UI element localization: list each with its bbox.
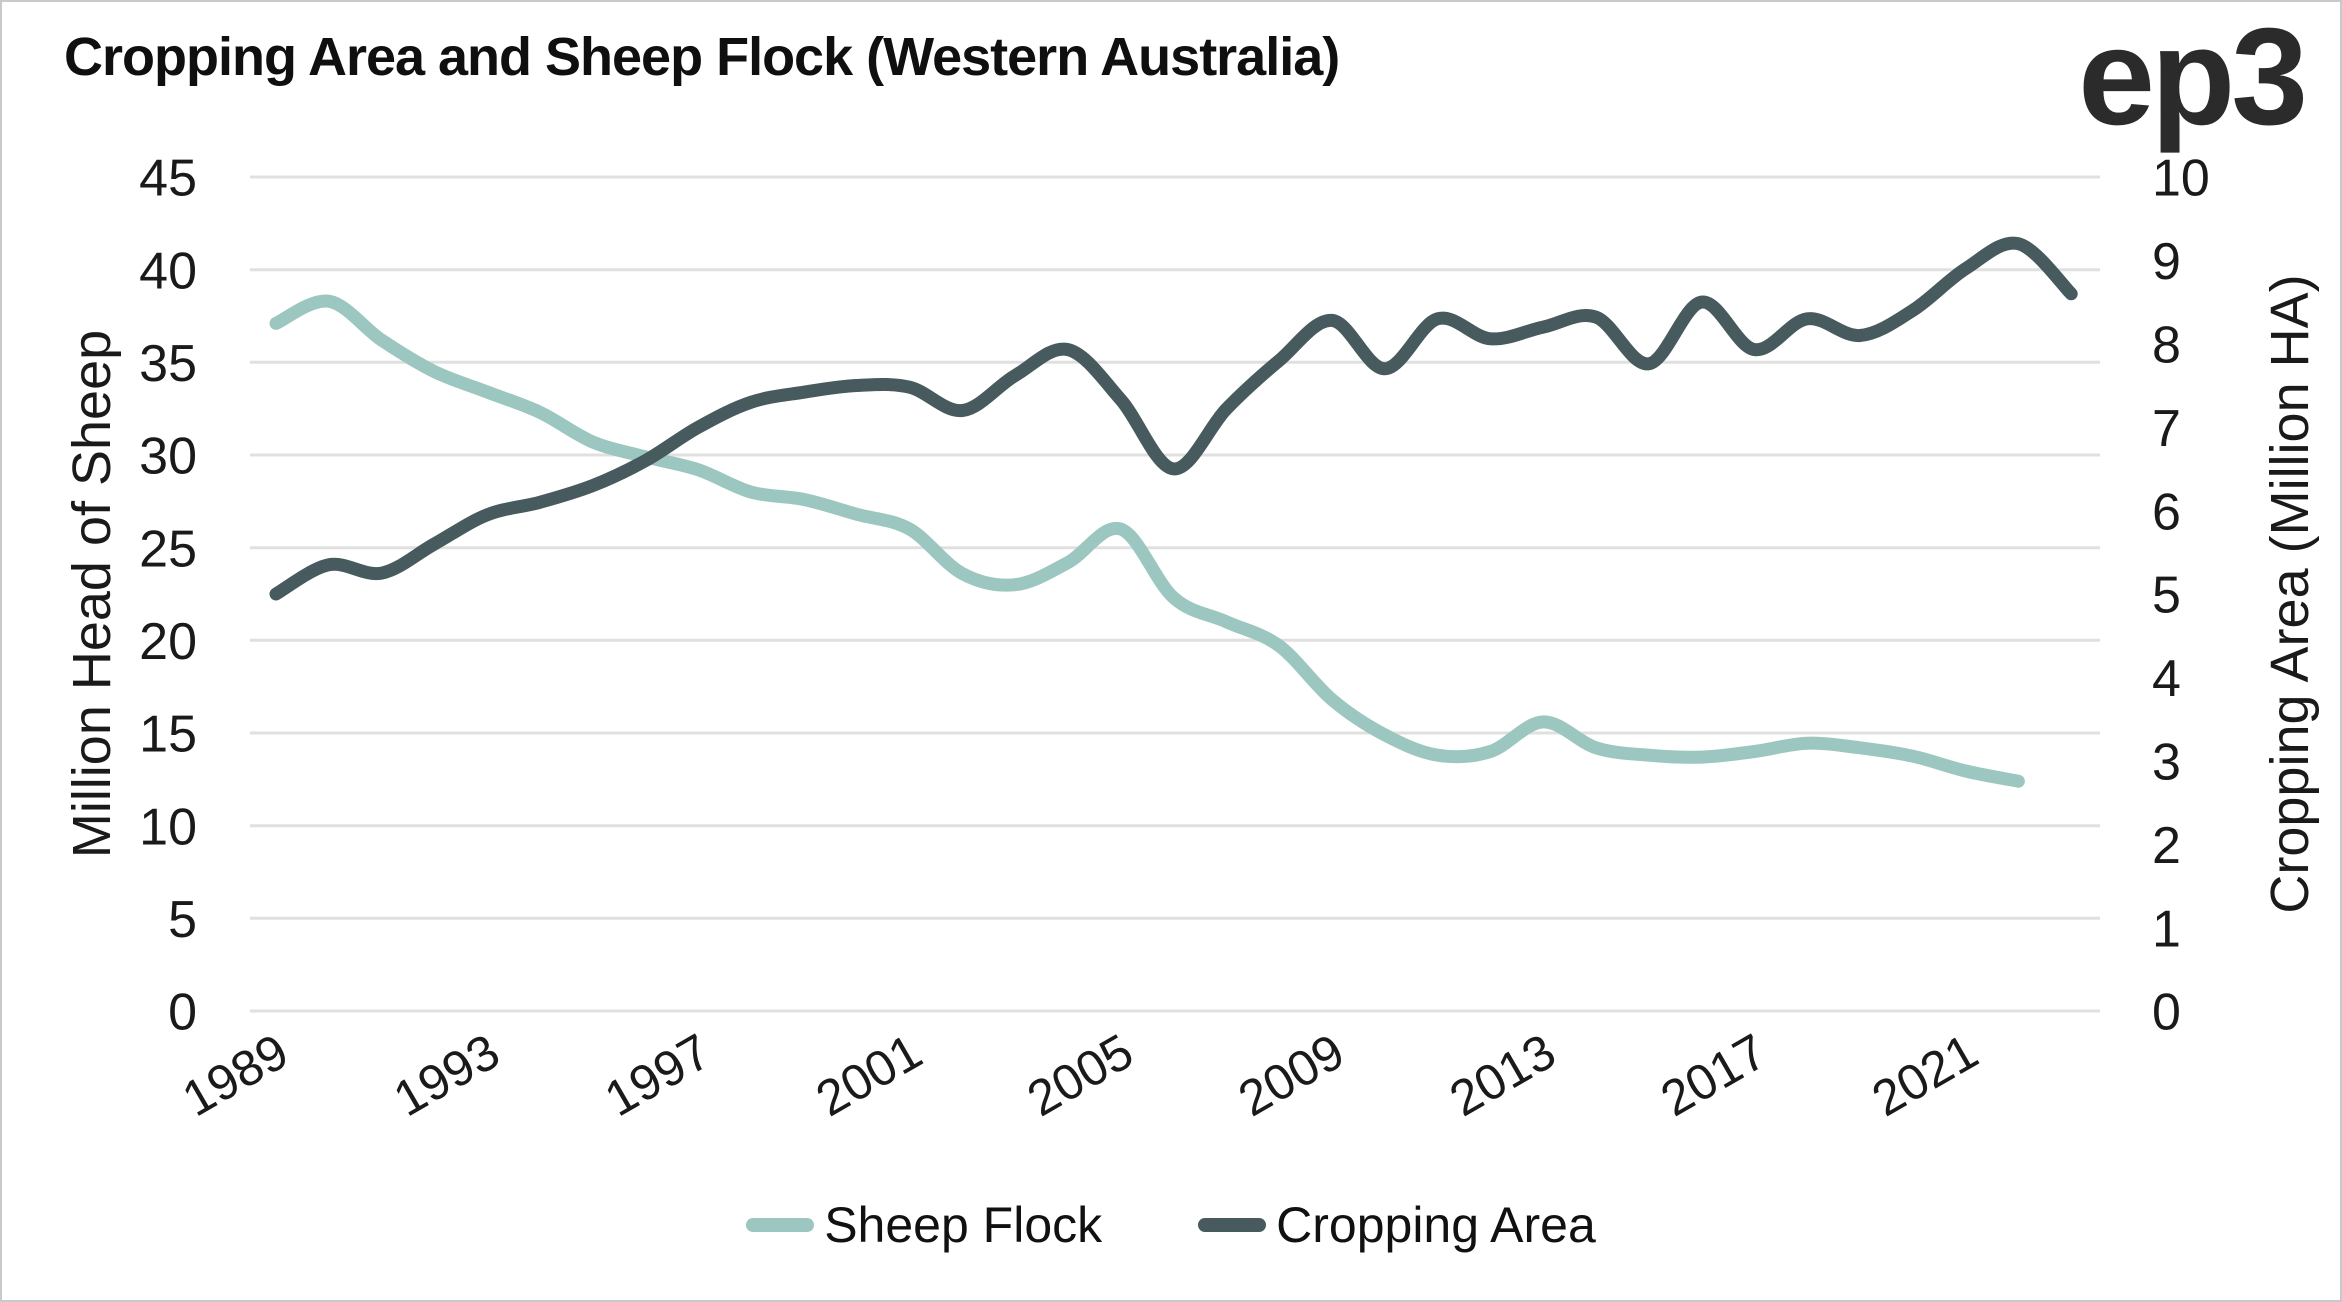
x-axis-tick-label: 2009: [1229, 1023, 1353, 1127]
series-line-cropping-area: [269, 236, 2078, 601]
left-axis-tick-label: 20: [139, 613, 197, 671]
left-axis-tick-label: 10: [139, 798, 197, 856]
right-axis-tick-label: 10: [2152, 150, 2210, 208]
left-axis-tick-label: 5: [168, 891, 197, 949]
right-axis-tick-label: 1: [2152, 900, 2181, 958]
left-axis-tick-label: 40: [139, 242, 197, 300]
x-axis-tick-label: 2021: [1863, 1023, 1987, 1127]
x-axis-tick-label: 2005: [1018, 1023, 1142, 1127]
chart-title: Cropping Area and Sheep Flock (Western A…: [64, 27, 1340, 87]
right-axis-tick-label: 5: [2152, 567, 2181, 625]
left-axis-tick-label: 0: [168, 984, 197, 1042]
right-axis-tick-label: 8: [2152, 317, 2181, 375]
left-axis-tick-label: 35: [139, 335, 197, 393]
left-axis-tick-label: 15: [139, 706, 197, 764]
right-axis-tick-label: 0: [2152, 984, 2181, 1042]
x-axis-tick-label: 2017: [1652, 1023, 1776, 1127]
legend-item-cropping-area[interactable]: Cropping Area: [1198, 1196, 1596, 1254]
x-axis-tick-label: 2013: [1440, 1023, 1564, 1127]
legend-label: Sheep Flock: [824, 1197, 1103, 1253]
right-axis-tick-label: 2: [2152, 817, 2181, 875]
legend-label: Cropping Area: [1276, 1197, 1596, 1253]
right-axis-tick-label: 9: [2152, 233, 2181, 291]
x-axis-tick-label: 1997: [596, 1023, 720, 1127]
right-axis-tick-label: 4: [2152, 650, 2181, 708]
right-axis-tick-label: 3: [2152, 734, 2181, 792]
right-axis-tick-label: 7: [2152, 400, 2181, 458]
left-axis-tick-label: 30: [139, 428, 197, 486]
series-line-sheep-flock: [269, 294, 2025, 788]
legend-item-sheep-flock[interactable]: Sheep Flock: [746, 1196, 1102, 1254]
left-axis-tick-label: 45: [139, 150, 197, 208]
cropping-area-swatch-icon: [1198, 1218, 1267, 1232]
right-axis-tick-label: 6: [2152, 483, 2181, 541]
x-axis-tick-label: 1993: [384, 1023, 508, 1127]
left-axis-tick-label: 25: [139, 520, 197, 578]
legend: Sheep Flock Cropping Area: [0, 1196, 2342, 1254]
ep3-logo: ep3: [2078, 0, 2308, 154]
sheep-flock-swatch-icon: [746, 1218, 815, 1232]
x-axis-tick-label: 2001: [807, 1023, 931, 1127]
